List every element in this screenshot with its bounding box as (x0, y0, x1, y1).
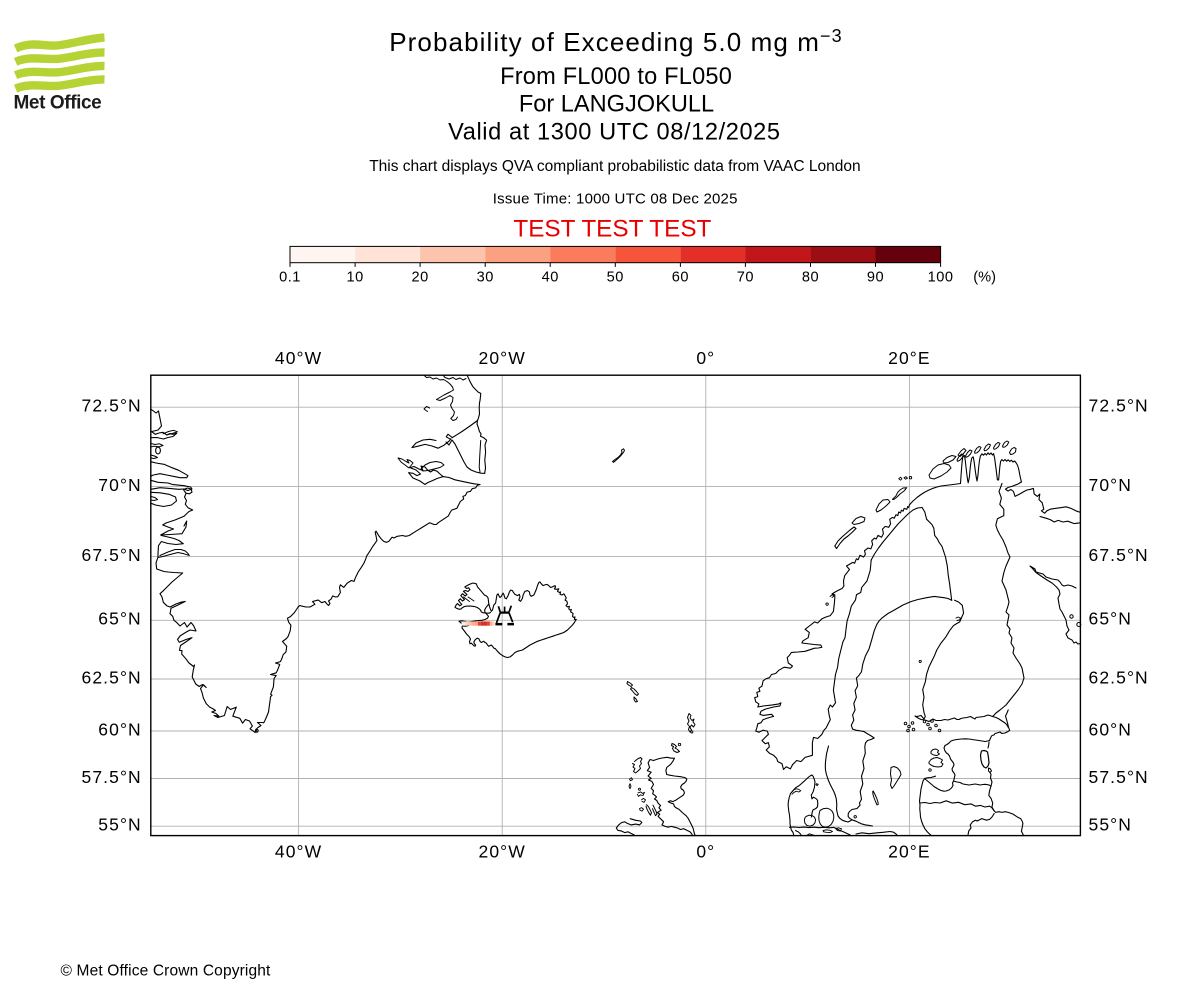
svg-text:70°N: 70°N (1089, 475, 1133, 495)
svg-text:60°N: 60°N (1089, 719, 1133, 739)
svg-text:Valid at 1300 UTC 08/12/2025: Valid at 1300 UTC 08/12/2025 (448, 120, 780, 146)
svg-text:40°W: 40°W (275, 348, 322, 368)
svg-text:0°: 0° (696, 842, 715, 862)
svg-text:From FL000 to FL050: From FL000 to FL050 (500, 64, 732, 90)
svg-text:30: 30 (477, 270, 494, 286)
svg-text:Met Office: Met Office (14, 93, 102, 114)
svg-text:100: 100 (928, 270, 954, 286)
svg-text:65°N: 65°N (98, 609, 142, 629)
svg-text:60: 60 (672, 270, 689, 286)
svg-text:65°N: 65°N (1089, 609, 1133, 629)
svg-text:20°W: 20°W (479, 842, 526, 862)
svg-text:40°W: 40°W (275, 842, 322, 862)
svg-text:Probability of Exceeding 5.0 m: Probability of Exceeding 5.0 mg m−3 (389, 26, 843, 57)
svg-text:67.5°N: 67.5°N (1089, 545, 1149, 565)
svg-text:(%): (%) (973, 270, 996, 286)
svg-text:62.5°N: 62.5°N (1089, 667, 1149, 687)
svg-text:Issue Time: 1000 UTC 08 Dec 20: Issue Time: 1000 UTC 08 Dec 2025 (493, 190, 738, 207)
svg-text:50: 50 (607, 270, 624, 286)
svg-text:© Met Office Crown Copyright: © Met Office Crown Copyright (61, 963, 272, 980)
svg-text:90: 90 (867, 270, 884, 286)
svg-text:72.5°N: 72.5°N (82, 396, 142, 416)
svg-text:10: 10 (346, 270, 363, 286)
svg-text:57.5°N: 57.5°N (1089, 767, 1149, 787)
svg-text:60°N: 60°N (98, 719, 142, 739)
svg-text:20°W: 20°W (479, 348, 526, 368)
svg-text:20°E: 20°E (888, 348, 931, 368)
svg-text:This chart displays QVA compli: This chart displays QVA compliant probab… (369, 158, 860, 175)
svg-text:62.5°N: 62.5°N (82, 667, 142, 687)
svg-text:For LANGJOKULL: For LANGJOKULL (519, 92, 714, 118)
svg-text:67.5°N: 67.5°N (82, 545, 142, 565)
svg-text:70: 70 (737, 270, 754, 286)
svg-text:72.5°N: 72.5°N (1089, 396, 1149, 416)
svg-text:20: 20 (411, 270, 428, 286)
svg-text:0°: 0° (696, 348, 715, 368)
svg-text:80: 80 (802, 270, 819, 286)
svg-text:55°N: 55°N (98, 815, 142, 835)
svg-text:55°N: 55°N (1089, 815, 1133, 835)
svg-text:57.5°N: 57.5°N (82, 767, 142, 787)
svg-text:0.1: 0.1 (279, 270, 301, 286)
svg-text:40: 40 (542, 270, 559, 286)
svg-text:TEST TEST TEST: TEST TEST TEST (513, 215, 711, 242)
svg-text:70°N: 70°N (98, 475, 142, 495)
svg-text:20°E: 20°E (888, 842, 931, 862)
